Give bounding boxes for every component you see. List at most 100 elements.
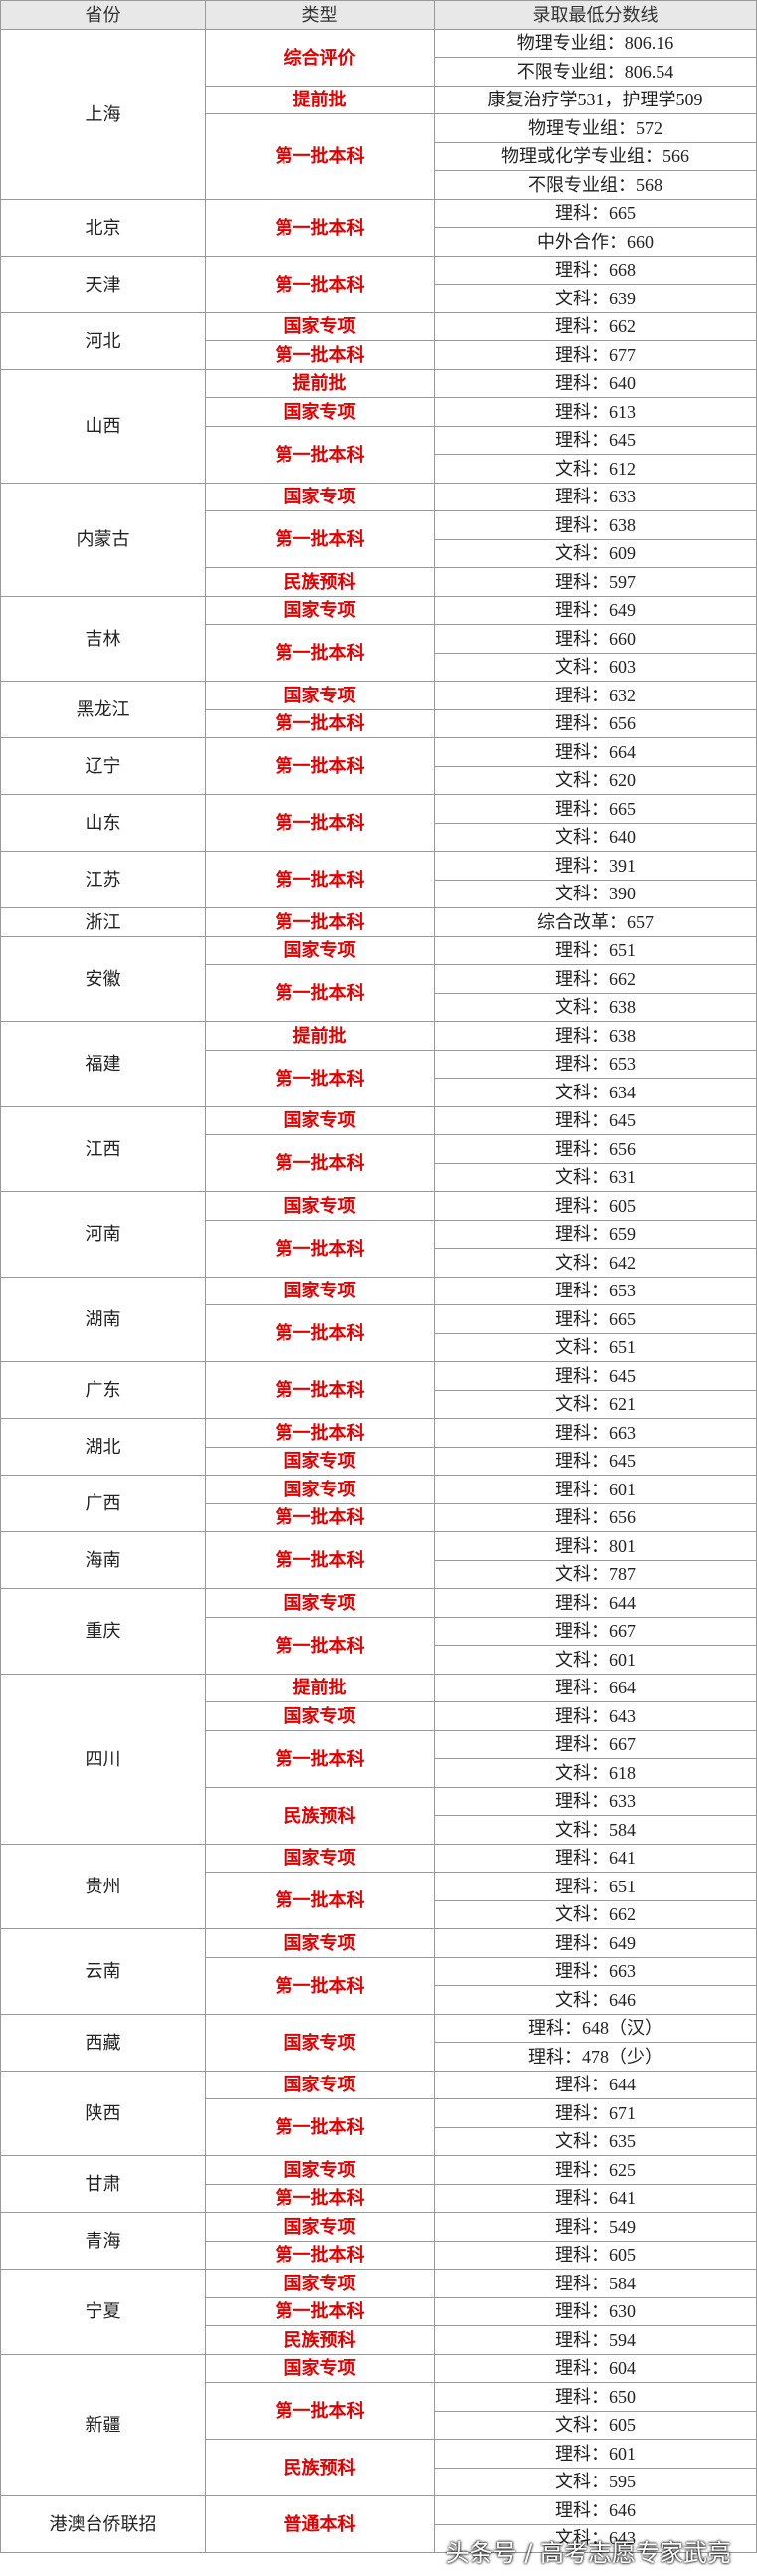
score-cell: 理科：648（汉） <box>434 2013 757 2043</box>
type-cell: 第一批本科 <box>205 624 435 682</box>
type-cell: 民族预科 <box>205 1786 435 1845</box>
row: 港澳台侨联招 普通本科 理科：646 <box>0 2495 757 2553</box>
score-cell: 文科：390 <box>434 879 757 908</box>
row: 文科：612 <box>1 454 757 484</box>
row: 文科：621 <box>1 1389 757 1419</box>
row: 文科：595 <box>1 2467 757 2496</box>
row: 宁夏 国家专项 理科：584 <box>0 2269 757 2355</box>
province-cell: 天津 <box>0 255 206 313</box>
type-cell: 国家专项 <box>205 2070 435 2099</box>
score-cell: 理科：601 <box>434 1475 757 1504</box>
type-cell: 第一批本科 <box>205 1304 435 1362</box>
row: 民族预科 理科：597 <box>1 567 757 597</box>
score-cell: 文科：603 <box>434 652 757 682</box>
row: 第一批本科 理科：667 <box>1 1729 757 1788</box>
row: 文科：635 <box>1 2126 757 2156</box>
row: 第一批本科 理科：659 <box>1 1219 757 1278</box>
type-cell: 第一批本科 <box>205 1616 435 1675</box>
type-cell: 第一批本科 <box>205 1872 435 1929</box>
type-cell: 第一批本科 <box>205 198 435 257</box>
type-cell: 国家专项 <box>205 2155 435 2185</box>
score-cell: 文科：651 <box>434 1332 757 1362</box>
row: 江西 国家专项 理科：645 <box>0 1105 757 1192</box>
score-cell: 文科：601 <box>434 1645 757 1675</box>
score-cell: 理科：605 <box>434 2240 757 2270</box>
province-cell: 广东 <box>0 1361 206 1419</box>
score-cell: 理科：665 <box>434 1304 757 1334</box>
score-cell: 文科：662 <box>434 1899 757 1929</box>
score-cell: 理科：645 <box>434 1446 757 1476</box>
row: 文科：787 <box>1 1559 757 1589</box>
row: 文科：662 <box>1 1899 757 1929</box>
type-cell: 第一批本科 <box>205 510 435 568</box>
score-cell: 文科：642 <box>434 1248 757 1278</box>
type-cell: 国家专项 <box>205 1588 435 1618</box>
score-cell: 理科：645 <box>434 1361 757 1391</box>
type-cell: 第一批本科 <box>205 794 435 852</box>
province-cell: 湖北 <box>0 1418 206 1476</box>
score-cell: 理科：668 <box>434 255 757 285</box>
type-cell: 第一批本科 <box>205 1418 435 1448</box>
header-cell: 录取最低分数线 <box>434 0 757 30</box>
province-cell: 江西 <box>0 1105 206 1192</box>
row: 陕西 国家专项 理科：644 <box>0 2070 757 2156</box>
row: 天津 第一批本科 理科：668 <box>0 255 757 313</box>
province-cell: 吉林 <box>0 595 206 682</box>
score-cell: 理科：640 <box>434 368 757 398</box>
score-cell: 理科：604 <box>434 2353 757 2383</box>
province-cell: 福建 <box>0 1021 206 1107</box>
watermark: 头条号 / 高考志愿专家武亮 <box>445 2539 731 2567</box>
score-cell: 理科：643 <box>434 1701 757 1731</box>
province-cell: 河南 <box>0 1191 206 1278</box>
type-cell: 国家专项 <box>205 1446 435 1476</box>
row: 文科：640 <box>1 822 757 852</box>
row: 安徽 国家专项 理科：651 <box>0 935 757 1022</box>
row: 北京 第一批本科 理科：665 <box>0 198 757 257</box>
row: 广东 第一批本科 理科：645 <box>0 1361 757 1419</box>
type-cell: 第一批本科 <box>205 1956 435 2015</box>
type-cell: 第一批本科 <box>205 2183 435 2213</box>
type-cell: 国家专项 <box>205 2353 435 2383</box>
row: 文科：651 <box>1 1332 757 1362</box>
type-cell: 第一批本科 <box>205 113 435 200</box>
score-cell: 物理专业组：806.16 <box>434 28 757 58</box>
row: 广西 国家专项 理科：601 <box>0 1475 757 1532</box>
row: 第一批本科 理科：650 <box>1 2382 757 2440</box>
row: 第一批本科 理科：641 <box>1 2183 757 2213</box>
row: 福建 提前批 理科：638 <box>0 1021 757 1107</box>
row: 辽宁 第一批本科 理科：664 <box>0 737 757 795</box>
row: 理科：478（少） <box>1 2042 757 2072</box>
province-cell: 山西 <box>0 368 206 484</box>
row: 物理或化学专业组：566 <box>1 141 757 171</box>
row: 不限专业组：806.54 <box>1 57 757 87</box>
province-cell: 甘肃 <box>0 2155 206 2213</box>
row: 第一批本科 理科：605 <box>1 2240 757 2270</box>
province-cell: 重庆 <box>0 1588 206 1675</box>
score-cell: 理科：584 <box>434 2269 757 2298</box>
score-cell: 文科：631 <box>434 1162 757 1192</box>
score-cell: 理科：656 <box>434 708 757 738</box>
type-cell: 民族预科 <box>205 2439 435 2496</box>
province-cell: 北京 <box>0 198 206 257</box>
row: 内蒙古 国家专项 理科：633 <box>0 482 757 597</box>
row: 第一批本科 理科：677 <box>1 340 757 370</box>
type-cell: 第一批本科 <box>205 737 435 795</box>
type-cell: 国家专项 <box>205 935 435 965</box>
score-cell: 理科：641 <box>434 1843 757 1873</box>
type-cell: 提前批 <box>205 85 435 114</box>
row: 第一批本科 理科：651 <box>1 1872 757 1929</box>
score-cell: 文科：620 <box>434 765 757 795</box>
score-cell: 理科：663 <box>434 1956 757 1986</box>
row: 湖南 国家专项 理科：653 <box>0 1276 757 1362</box>
score-cell: 理科：649 <box>434 595 757 625</box>
type-cell: 第一批本科 <box>205 1134 435 1192</box>
type-cell: 第一批本科 <box>205 2296 435 2326</box>
row: 甘肃 国家专项 理科：625 <box>0 2155 757 2213</box>
score-cell: 文科：621 <box>434 1389 757 1419</box>
province-cell: 辽宁 <box>0 737 206 795</box>
province-cell: 广西 <box>0 1475 206 1532</box>
type-cell: 综合评价 <box>205 28 435 87</box>
row: 文科：620 <box>1 765 757 795</box>
